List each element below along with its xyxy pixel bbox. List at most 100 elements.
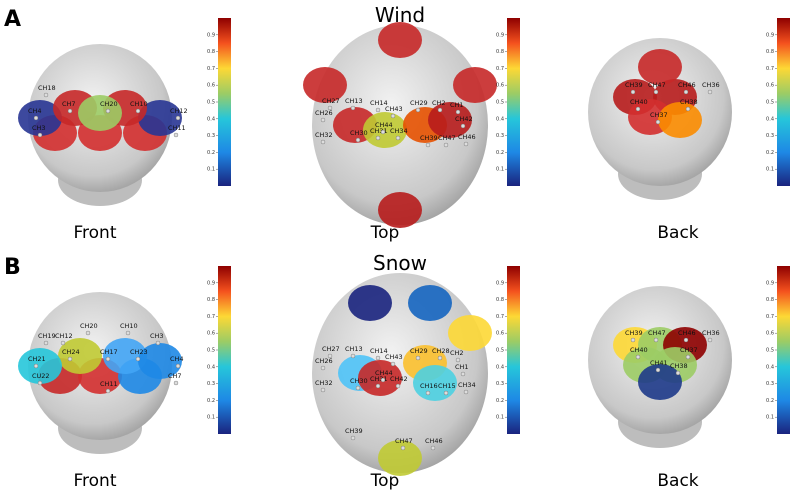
activation: [303, 67, 347, 103]
channel-dot: [33, 115, 39, 121]
view-label: Top: [370, 223, 400, 243]
activation: [453, 67, 497, 103]
colorbar-tick-label: 0.1: [207, 415, 215, 421]
channel-label: CH17: [100, 348, 118, 356]
channel-label: CH30: [350, 377, 368, 385]
channel-label: CH38: [680, 98, 698, 106]
view-label: Front: [74, 223, 117, 243]
colorbar-tick-label: 0.7: [766, 314, 774, 320]
channel-label: CH34: [390, 127, 408, 135]
colorbar-tick-label: 0.5: [207, 348, 215, 354]
colorbar-tick-label: 0.5: [766, 348, 774, 354]
view-label: Front: [74, 471, 117, 491]
channel-label: CH24: [62, 348, 80, 356]
panel-label: B: [4, 255, 21, 280]
panel-label: A: [4, 7, 21, 32]
channel-dot: [175, 363, 181, 369]
colorbar-tick-label: 0.3: [766, 381, 774, 387]
channel-dot: [400, 445, 406, 451]
channel-dot: [375, 107, 381, 113]
channel-label: CH1: [455, 363, 469, 371]
colorbar-tick-label: 0.7: [207, 314, 215, 320]
channel-label: CH14: [370, 347, 388, 355]
channel-dot: [655, 119, 661, 125]
channel-label: CH42: [455, 115, 473, 123]
channel-dot: [437, 355, 443, 361]
activation: [138, 343, 182, 379]
channel-label: CH10: [130, 100, 148, 108]
channel-label: CH39: [625, 329, 643, 337]
channel-dot: [320, 117, 326, 123]
colorbar-tick-label: 0.6: [496, 83, 504, 89]
colorbar: [218, 18, 231, 186]
colorbar-tick-label: 0.8: [496, 297, 504, 303]
colorbar-tick-label: 0.4: [496, 364, 504, 370]
channel-dot: [463, 141, 469, 147]
channel-label: CH21: [28, 355, 46, 363]
channel-dot: [443, 142, 449, 148]
channel-label: CH41: [650, 359, 668, 367]
channel-dot: [415, 107, 421, 113]
activation: [18, 348, 62, 384]
colorbar-tick-label: 0.6: [207, 331, 215, 337]
colorbar-tick-label: 0.3: [207, 381, 215, 387]
colorbar-tick-label: 0.2: [207, 398, 215, 404]
colorbar-tick-label: 0.5: [496, 100, 504, 106]
channel-label: CH40: [630, 346, 648, 354]
view-label: Back: [657, 223, 698, 243]
channel-label: CH39: [625, 81, 643, 89]
channel-dot: [320, 387, 326, 393]
colorbar-tick-label: 0.8: [207, 297, 215, 303]
channel-label: CH20: [100, 100, 118, 108]
activation: [18, 100, 62, 136]
channel-dot: [430, 445, 436, 451]
channel-label: CH43: [385, 353, 403, 361]
colorbar-tick-label: 0.5: [766, 100, 774, 106]
channel-label: CH47: [438, 134, 456, 142]
channel-dot: [635, 106, 641, 112]
panel-title: Snow: [373, 251, 427, 275]
activation: [358, 360, 402, 396]
colorbar-tick-label: 0.2: [496, 150, 504, 156]
colorbar-tick-label: 0.6: [766, 331, 774, 337]
channel-dot: [43, 340, 49, 346]
channel-dot: [155, 340, 161, 346]
channel-label: CH11: [100, 380, 118, 388]
colorbar-tick-label: 0.4: [766, 364, 774, 370]
channel-dot: [375, 135, 381, 141]
channel-label: CH46: [678, 329, 696, 337]
channel-label: CH38: [670, 362, 688, 370]
channel-dot: [653, 89, 659, 95]
colorbar: [777, 266, 790, 434]
colorbar-tick-label: 0.5: [207, 100, 215, 106]
channel-label: CH2: [450, 349, 464, 357]
activation: [378, 192, 422, 228]
channel-dot: [653, 337, 659, 343]
channel-label: CH46: [425, 437, 443, 445]
colorbar-tick-label: 0.8: [496, 49, 504, 55]
channel-label: CH13: [345, 345, 363, 353]
channel-dot: [455, 357, 461, 363]
activation: [448, 315, 492, 351]
colorbar-tick-label: 0.9: [207, 32, 215, 38]
channel-dot: [635, 354, 641, 360]
channel-label: CH16: [420, 382, 438, 390]
channel-dot: [105, 388, 111, 394]
channel-label: CH37: [680, 346, 698, 354]
channel-label: CH47: [395, 437, 413, 445]
channel-dot: [455, 109, 461, 115]
channel-dot: [105, 108, 111, 114]
channel-dot: [683, 337, 689, 343]
activation: [138, 100, 182, 136]
colorbar-tick-label: 0.9: [496, 280, 504, 286]
colorbar-tick-label: 0.8: [207, 49, 215, 55]
colorbar-tick-label: 0.9: [766, 280, 774, 286]
colorbar-tick-label: 0.9: [207, 280, 215, 286]
channel-dot: [390, 113, 396, 119]
activation: [638, 49, 682, 85]
channel-label: CH20: [80, 322, 98, 330]
brain-view: CH19 CH21 CU22 CH24 CH17 CH23 CH4 CH7 CH20 CH10 CH…: [18, 292, 184, 454]
channel-label: CH26: [315, 109, 333, 117]
channel-label: CH32: [315, 379, 333, 387]
activation: [408, 285, 452, 321]
